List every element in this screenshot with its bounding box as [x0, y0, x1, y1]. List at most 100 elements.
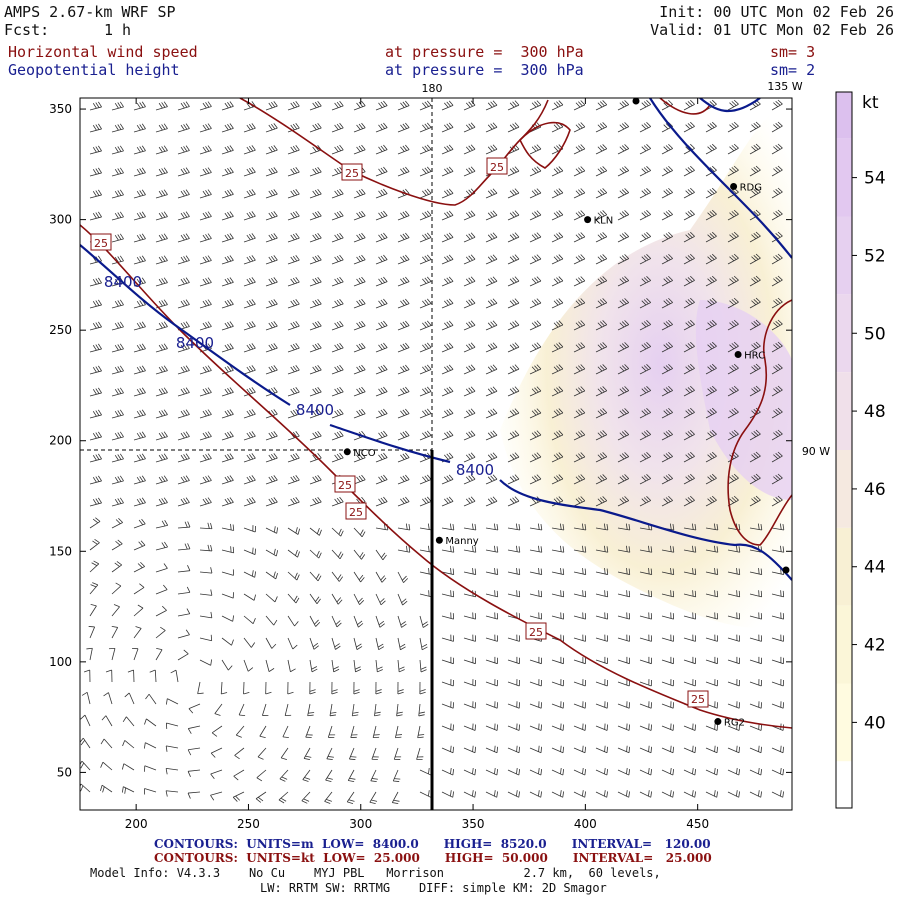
model-info: Model Info: V4.3.3 No Cu MYJ PBL Morriso… [90, 866, 661, 880]
wind-barb-shaft [265, 237, 278, 243]
wind-barb-feather [378, 432, 383, 438]
wind-barb-feather [468, 233, 473, 239]
wind-barb-feather [534, 255, 539, 261]
wind-barb-feather [268, 234, 273, 241]
wind-barb-feather [751, 388, 757, 394]
wind-barb-feather [733, 99, 739, 105]
wind-barb-feather [650, 746, 652, 753]
wind-barb-shaft [199, 615, 212, 619]
wind-barb-feather [624, 496, 630, 501]
wind-barb-feather [270, 387, 276, 394]
wind-barb-feather [514, 100, 520, 106]
wind-barb-shaft [80, 783, 91, 793]
wind-barb-feather [444, 124, 449, 130]
wind-barb-feather [210, 544, 213, 552]
wind-barb-feather [358, 255, 364, 261]
wind-barb-shaft [396, 703, 399, 716]
wind-barb-feather [514, 122, 520, 128]
wind-barb-feather [733, 495, 739, 501]
wind-barb-shaft [133, 458, 146, 463]
wind-barb-feather [602, 122, 608, 128]
wind-barb-feather [229, 145, 234, 151]
wind-barb-shaft [463, 478, 476, 485]
wind-barb-feather [141, 211, 146, 217]
wind-barb-feather [292, 299, 298, 306]
wind-barb-shaft [441, 303, 454, 309]
wind-barb-shaft [617, 126, 629, 133]
wind-barb-feather [317, 430, 322, 437]
wind-barb-shaft [419, 791, 431, 798]
wind-barb-feather [641, 124, 647, 130]
wind-barb-shaft [771, 703, 784, 709]
wind-barb-feather [268, 454, 273, 461]
wind-barb-feather [733, 473, 739, 479]
wind-barb-feather [180, 124, 185, 131]
wind-barb-shaft [331, 259, 344, 265]
wind-barb-shaft [133, 607, 144, 617]
wind-barb-feather [141, 321, 146, 327]
wind-barb-feather [514, 452, 520, 458]
wind-barb-feather [553, 212, 559, 218]
wind-barb-shaft [771, 637, 784, 642]
wind-barb-feather [518, 568, 521, 575]
wind-barb-feather [448, 298, 454, 304]
wind-barb-feather [472, 567, 474, 575]
wind-barb-shaft [89, 392, 102, 397]
wind-barb-shaft [529, 725, 542, 731]
wind-barb-feather [452, 769, 455, 776]
wind-barb-feather [665, 497, 671, 502]
wind-barb-feather [417, 736, 424, 739]
wind-barb-shaft [188, 725, 201, 729]
wind-barb-feather [509, 256, 515, 262]
wind-barb-shaft [111, 480, 124, 485]
speed-contour-label: 25 [486, 157, 508, 175]
wind-barb-feather [468, 431, 473, 437]
wind-barb-feather [470, 298, 476, 304]
wind-barb-shaft [617, 456, 629, 463]
wind-barb-shaft [683, 258, 695, 265]
wind-barb-feather [474, 523, 477, 531]
wind-barb-shaft [617, 170, 629, 177]
wind-barb-shaft [309, 593, 318, 604]
wind-barb-shaft [727, 213, 739, 221]
wind-barb-shaft [507, 236, 520, 243]
wind-barb-feather [665, 387, 671, 392]
wind-barb-shaft [221, 435, 234, 441]
wind-barb-shaft [749, 681, 762, 687]
wind-barb-shaft [395, 725, 399, 738]
wind-barb-feather [161, 146, 166, 152]
wind-barb-shaft [485, 346, 498, 353]
wind-barb-feather [359, 552, 364, 558]
wind-barb-feather [121, 786, 124, 793]
wind-barb-shaft [243, 149, 256, 155]
wind-barb-feather [380, 255, 386, 261]
wind-barb-shaft [639, 747, 652, 754]
wind-barb-shaft [771, 747, 784, 754]
wind-barb-feather [450, 767, 452, 774]
wind-barb-feather [292, 167, 298, 174]
wind-barb-feather [646, 276, 651, 281]
wind-barb-shaft [595, 549, 608, 553]
wind-barb-feather [268, 668, 275, 672]
wind-barb-feather [731, 123, 737, 128]
wind-barb-feather [599, 497, 605, 503]
wind-barb-shaft [419, 127, 432, 133]
wind-barb-shaft [727, 477, 739, 485]
wind-barb-feather [470, 386, 476, 392]
wind-barb-feather [581, 523, 584, 530]
wind-barb-feather [400, 388, 405, 394]
wind-barb-shaft [89, 326, 102, 331]
station-rdg: RDG [730, 182, 762, 193]
wind-barb-feather [402, 211, 408, 217]
wind-barb-shaft [199, 502, 212, 507]
wind-barb-feather [339, 254, 344, 261]
wind-barb-shaft [529, 214, 542, 221]
wind-barb-feather [553, 388, 559, 394]
wind-barb-shaft [441, 615, 454, 620]
wind-barb-shaft [661, 368, 673, 375]
wind-barb-feather [186, 608, 191, 614]
wind-barb-feather [251, 570, 254, 577]
wind-barb-shaft [683, 236, 695, 243]
wind-barb-shaft [683, 791, 695, 798]
wind-barb-feather [621, 277, 627, 283]
